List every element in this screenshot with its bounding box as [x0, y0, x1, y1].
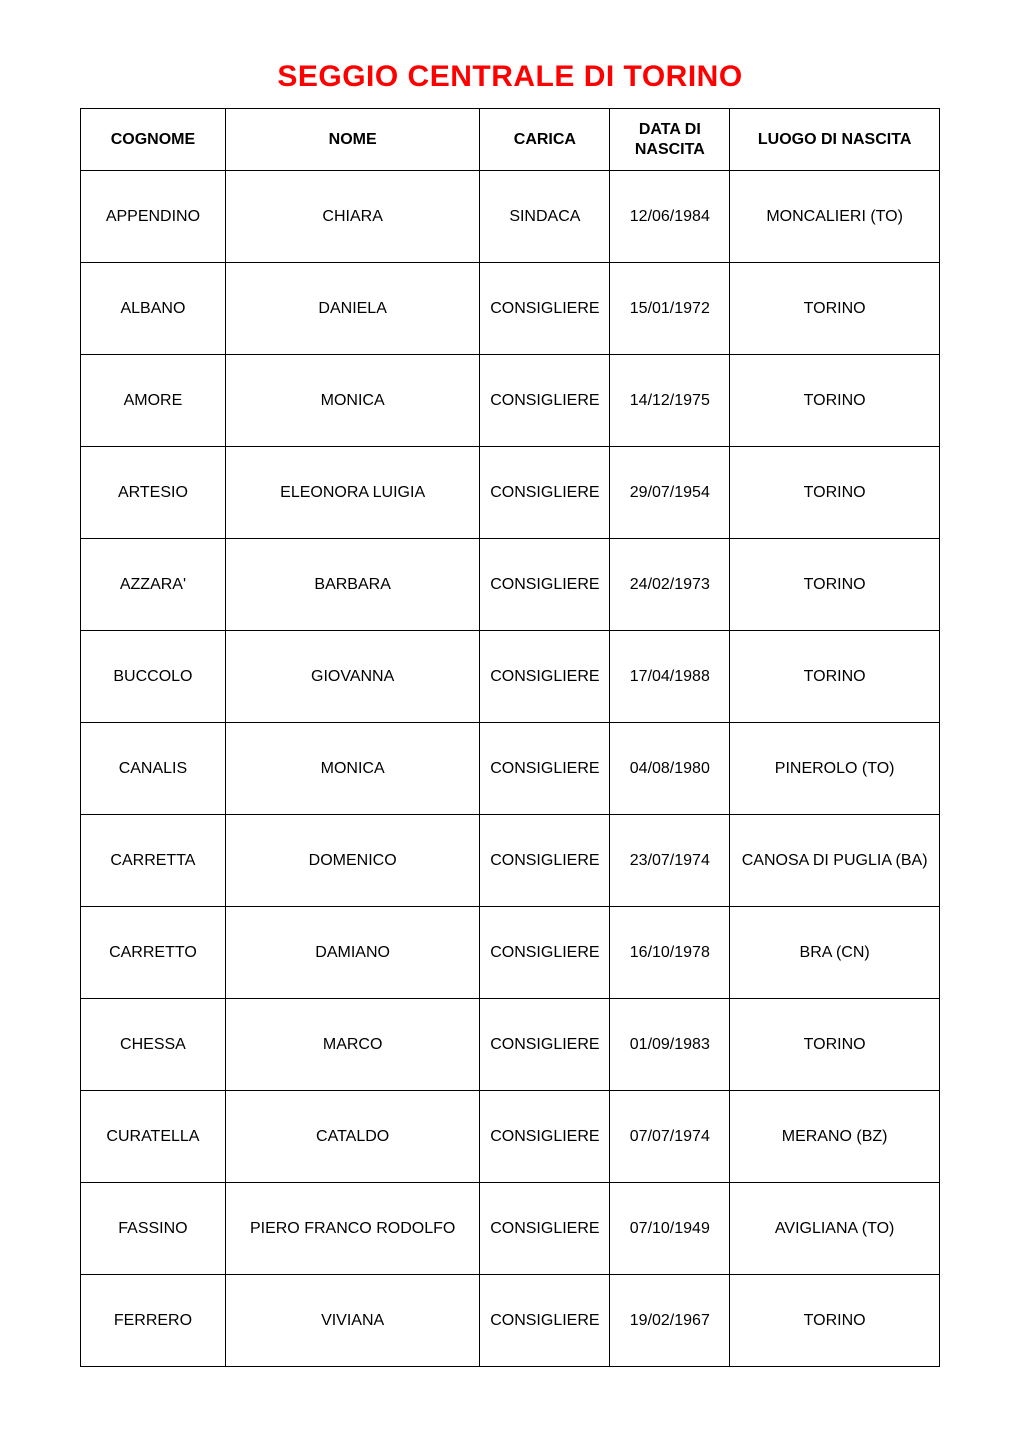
cell-carica: CONSIGLIERE [480, 355, 610, 447]
col-header-nome: NOME [225, 109, 480, 171]
cell-carica: CONSIGLIERE [480, 907, 610, 999]
cell-cognome: CURATELLA [81, 1091, 226, 1183]
table-row: CHESSAMARCOCONSIGLIERE01/09/1983TORINO [81, 999, 940, 1091]
cell-luogo: PINEROLO (TO) [730, 723, 940, 815]
cell-carica: SINDACA [480, 171, 610, 263]
cell-cognome: CARRETTO [81, 907, 226, 999]
cell-data: 12/06/1984 [610, 171, 730, 263]
cell-luogo: CANOSA DI PUGLIA (BA) [730, 815, 940, 907]
cell-data: 04/08/1980 [610, 723, 730, 815]
cell-data: 16/10/1978 [610, 907, 730, 999]
cell-cognome: ALBANO [81, 263, 226, 355]
table-row: APPENDINOCHIARASINDACA12/06/1984MONCALIE… [81, 171, 940, 263]
col-header-data-line1: DATA DI [639, 121, 701, 138]
page-title: SEGGIO CENTRALE DI TORINO [40, 60, 980, 94]
cell-nome: ELEONORA LUIGIA [225, 447, 480, 539]
cell-nome: GIOVANNA [225, 631, 480, 723]
cell-data: 14/12/1975 [610, 355, 730, 447]
cell-luogo: TORINO [730, 263, 940, 355]
cell-carica: CONSIGLIERE [480, 447, 610, 539]
cell-cognome: FERRERO [81, 1275, 226, 1367]
cell-carica: CONSIGLIERE [480, 1275, 610, 1367]
cell-carica: CONSIGLIERE [480, 631, 610, 723]
cell-nome: DANIELA [225, 263, 480, 355]
table-row: BUCCOLOGIOVANNACONSIGLIERE17/04/1988TORI… [81, 631, 940, 723]
cell-data: 07/07/1974 [610, 1091, 730, 1183]
cell-cognome: APPENDINO [81, 171, 226, 263]
table-row: CARRETTODAMIANOCONSIGLIERE16/10/1978BRA … [81, 907, 940, 999]
table-row: AZZARA'BARBARACONSIGLIERE24/02/1973TORIN… [81, 539, 940, 631]
table-row: FASSINOPIERO FRANCO RODOLFOCONSIGLIERE07… [81, 1183, 940, 1275]
cell-luogo: TORINO [730, 1275, 940, 1367]
cell-cognome: AMORE [81, 355, 226, 447]
cell-nome: MONICA [225, 355, 480, 447]
cell-data: 01/09/1983 [610, 999, 730, 1091]
cell-carica: CONSIGLIERE [480, 1183, 610, 1275]
cell-cognome: CARRETTA [81, 815, 226, 907]
col-header-data-line2: NASCITA [635, 141, 705, 158]
cell-carica: CONSIGLIERE [480, 539, 610, 631]
table-row: CANALISMONICACONSIGLIERE04/08/1980PINERO… [81, 723, 940, 815]
col-header-carica: CARICA [480, 109, 610, 171]
col-header-luogo: LUOGO DI NASCITA [730, 109, 940, 171]
table-row: CARRETTADOMENICOCONSIGLIERE23/07/1974CAN… [81, 815, 940, 907]
col-header-data: DATA DI NASCITA [610, 109, 730, 171]
cell-data: 23/07/1974 [610, 815, 730, 907]
cell-luogo: BRA (CN) [730, 907, 940, 999]
cell-data: 15/01/1972 [610, 263, 730, 355]
col-header-cognome: COGNOME [81, 109, 226, 171]
cell-nome: DOMENICO [225, 815, 480, 907]
cell-nome: MONICA [225, 723, 480, 815]
cell-nome: MARCO [225, 999, 480, 1091]
cell-carica: CONSIGLIERE [480, 263, 610, 355]
cell-luogo: TORINO [730, 539, 940, 631]
cell-data: 24/02/1973 [610, 539, 730, 631]
cell-cognome: CANALIS [81, 723, 226, 815]
table-row: FERREROVIVIANACONSIGLIERE19/02/1967TORIN… [81, 1275, 940, 1367]
cell-luogo: AVIGLIANA (TO) [730, 1183, 940, 1275]
cell-carica: CONSIGLIERE [480, 723, 610, 815]
table-row: CURATELLACATALDOCONSIGLIERE07/07/1974MER… [81, 1091, 940, 1183]
cell-data: 19/02/1967 [610, 1275, 730, 1367]
cell-cognome: BUCCOLO [81, 631, 226, 723]
cell-nome: PIERO FRANCO RODOLFO [225, 1183, 480, 1275]
cell-carica: CONSIGLIERE [480, 815, 610, 907]
table-header-row: COGNOME NOME CARICA DATA DI NASCITA LUOG… [81, 109, 940, 171]
cell-nome: BARBARA [225, 539, 480, 631]
cell-nome: CHIARA [225, 171, 480, 263]
cell-carica: CONSIGLIERE [480, 1091, 610, 1183]
cell-data: 07/10/1949 [610, 1183, 730, 1275]
table-row: AMOREMONICACONSIGLIERE14/12/1975TORINO [81, 355, 940, 447]
cell-luogo: MERANO (BZ) [730, 1091, 940, 1183]
members-table: COGNOME NOME CARICA DATA DI NASCITA LUOG… [80, 108, 940, 1367]
cell-luogo: TORINO [730, 355, 940, 447]
cell-cognome: CHESSA [81, 999, 226, 1091]
cell-data: 29/07/1954 [610, 447, 730, 539]
table-row: ARTESIOELEONORA LUIGIACONSIGLIERE29/07/1… [81, 447, 940, 539]
cell-luogo: TORINO [730, 447, 940, 539]
cell-nome: CATALDO [225, 1091, 480, 1183]
cell-nome: DAMIANO [225, 907, 480, 999]
cell-data: 17/04/1988 [610, 631, 730, 723]
cell-carica: CONSIGLIERE [480, 999, 610, 1091]
cell-cognome: FASSINO [81, 1183, 226, 1275]
cell-nome: VIVIANA [225, 1275, 480, 1367]
table-row: ALBANODANIELACONSIGLIERE15/01/1972TORINO [81, 263, 940, 355]
cell-luogo: TORINO [730, 999, 940, 1091]
cell-luogo: MONCALIERI (TO) [730, 171, 940, 263]
cell-cognome: ARTESIO [81, 447, 226, 539]
cell-cognome: AZZARA' [81, 539, 226, 631]
cell-luogo: TORINO [730, 631, 940, 723]
